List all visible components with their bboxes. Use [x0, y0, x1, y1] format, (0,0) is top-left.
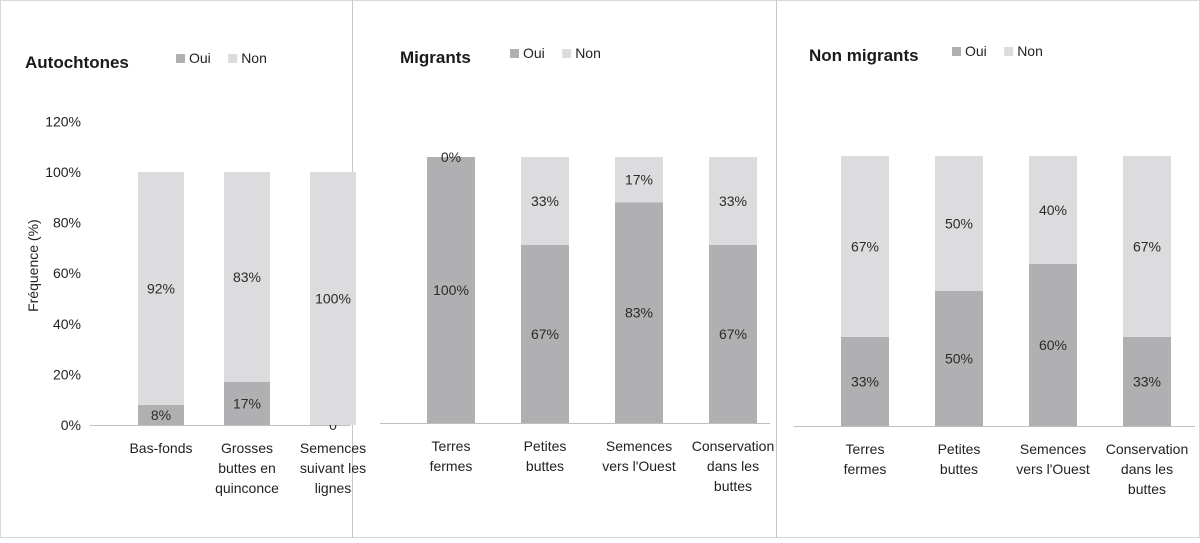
x-tick-label: Terres [432, 438, 471, 454]
data-label: 67% [851, 238, 879, 254]
x-tick-label: buttes [714, 478, 752, 494]
y-axis: 0% 20% 40% 60% 80% 100% 120% Fréquence (%) [25, 113, 81, 433]
data-label: 40% [1039, 202, 1067, 218]
x-tick-label: dans les [707, 458, 759, 474]
bar-non [1029, 156, 1077, 264]
legend-swatch [228, 54, 238, 63]
x-tick-label: fermes [430, 458, 473, 474]
data-label: 17% [625, 172, 653, 188]
bar-non [310, 172, 356, 425]
x-tick-label: Bas-fonds [129, 440, 192, 456]
x-tick-label: buttes [526, 458, 564, 474]
bar-oui [935, 291, 983, 426]
data-label: 50% [945, 216, 973, 232]
y-tick-label: 120% [45, 113, 81, 129]
x-tick-label: fermes [844, 461, 887, 477]
bar-non [138, 172, 184, 405]
bar-non [709, 157, 757, 245]
legend-entry: Non [241, 50, 267, 66]
legend-entry: Non [575, 45, 601, 61]
y-tick-label: 100% [45, 164, 81, 180]
y-axis-label: Fréquence (%) [25, 219, 41, 312]
data-label: 33% [851, 373, 879, 389]
legend-swatch [562, 49, 572, 58]
x-tick-label: lignes [315, 480, 352, 496]
data-label: 67% [719, 326, 747, 342]
x-tick-label: quinconce [215, 480, 279, 496]
chart-panel-2: Migrants Oui Non 100% 0% Terres fermes 67% 33% Pe… [380, 45, 774, 494]
x-tick-label: Petites [938, 441, 981, 457]
legend-swatch [952, 47, 961, 56]
bar-non [521, 157, 569, 245]
x-tick-label: vers l'Ouest [602, 458, 676, 474]
data-label: 50% [945, 351, 973, 367]
y-tick-label: 80% [53, 215, 81, 231]
bar-oui [521, 244, 569, 423]
bar-non [224, 172, 270, 382]
x-tick-label: buttes en [218, 460, 276, 476]
chart-title: Migrants [400, 48, 471, 67]
x-tick-label: Terres [846, 441, 885, 457]
x-tick-label: Semences [606, 438, 672, 454]
bar-oui [709, 244, 757, 423]
x-tick-label: suivant les [300, 460, 366, 476]
x-tick-label: Semences [1020, 441, 1086, 457]
y-tick-label: 60% [53, 265, 81, 281]
legend-entry: Non [1017, 43, 1043, 59]
bar-oui [1123, 336, 1171, 426]
bar-oui [224, 381, 270, 425]
x-tick-label: dans les [1121, 461, 1173, 477]
bar-oui [1029, 264, 1077, 426]
data-label: 17% [233, 395, 261, 411]
x-tick-label: Semences [300, 440, 366, 456]
y-tick-label: 20% [53, 366, 81, 382]
x-tick-label: Grosses [221, 440, 273, 456]
legend-swatch [176, 54, 185, 63]
legend-swatch [510, 49, 519, 58]
legend-entry: Oui [965, 43, 987, 59]
data-label: 100% [315, 291, 351, 307]
legend-swatch [1004, 47, 1014, 56]
bar-oui [427, 157, 475, 423]
data-label: 33% [1133, 373, 1161, 389]
chart-panel-3: Non migrants Oui Non 33% 67% Terres fermes 50% 5… [794, 43, 1195, 497]
data-label: 100% [433, 282, 469, 298]
bar-non [1123, 156, 1171, 337]
y-tick-label: 0% [61, 417, 81, 433]
data-label: 92% [147, 280, 175, 296]
chart-panel-1: Autochtones Oui Non 0% 20% 40% 60% 80% 100% 120% F… [25, 50, 366, 496]
chart-title: Non migrants [809, 46, 919, 65]
bar-non [935, 156, 983, 291]
chart-title: Autochtones [25, 53, 129, 72]
bar-oui [841, 336, 889, 426]
bar-oui [138, 404, 184, 425]
legend-entry: Oui [523, 45, 545, 61]
x-tick-label: buttes [1128, 481, 1166, 497]
legend-entry: Oui [189, 50, 211, 66]
data-label: 83% [233, 269, 261, 285]
data-label: 83% [625, 305, 653, 321]
data-label: 67% [1133, 238, 1161, 254]
y-tick-label: 40% [53, 316, 81, 332]
x-tick-label: Conservation [692, 438, 775, 454]
data-label: 8% [151, 407, 171, 423]
data-label: 60% [1039, 337, 1067, 353]
bar-non [841, 156, 889, 337]
bar-oui [615, 202, 663, 423]
x-tick-label: buttes [940, 461, 978, 477]
x-tick-label: Conservation [1106, 441, 1189, 457]
x-tick-label: Petites [524, 438, 567, 454]
bar-non [615, 157, 663, 203]
data-label: 0% [441, 149, 461, 165]
data-label: 33% [719, 193, 747, 209]
x-tick-label: vers l'Ouest [1016, 461, 1090, 477]
data-label: 33% [531, 193, 559, 209]
data-label: 67% [531, 326, 559, 342]
